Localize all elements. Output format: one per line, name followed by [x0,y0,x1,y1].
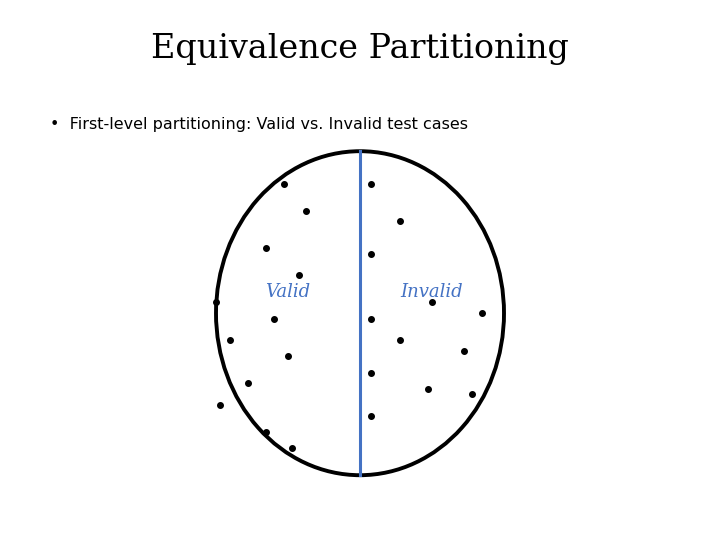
Text: Valid: Valid [266,282,310,301]
Text: Invalid: Invalid [401,282,463,301]
Text: •  First-level partitioning: Valid vs. Invalid test cases: • First-level partitioning: Valid vs. In… [50,117,469,132]
Text: Equivalence Partitioning: Equivalence Partitioning [151,32,569,65]
